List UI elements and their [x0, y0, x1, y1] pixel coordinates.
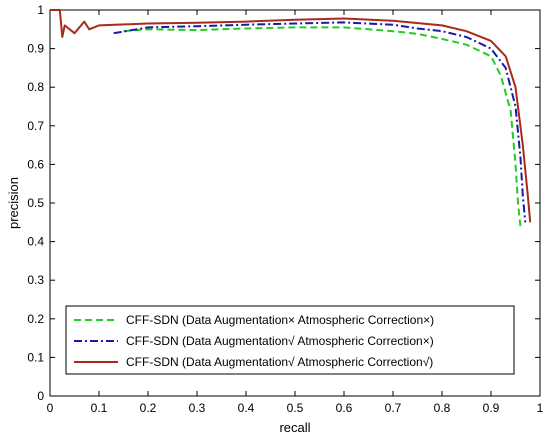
y-tick-label: 0.2 [27, 312, 44, 326]
x-tick-label: 0 [47, 401, 54, 415]
x-tick-label: 1 [537, 401, 544, 415]
y-tick-label: 0.5 [27, 196, 44, 210]
legend-entry-3: CFF-SDN (Data Augmentation√ Atmospheric … [126, 355, 433, 369]
y-tick-label: 0.7 [27, 119, 44, 133]
y-tick-label: 0.4 [27, 235, 44, 249]
x-tick-label: 0.6 [336, 401, 353, 415]
legend-box [65, 305, 515, 375]
y-tick-label: 0 [37, 389, 44, 403]
y-tick-label: 0.1 [27, 350, 44, 364]
y-tick-label: 0.9 [27, 42, 44, 56]
x-tick-label: 0.4 [238, 401, 255, 415]
legend-entry-2: CFF-SDN (Data Augmentation√ Atmospheric … [126, 334, 434, 348]
legend-entry-1: CFF-SDN (Data Augmentation× Atmospheric … [126, 313, 434, 327]
x-axis-label: recall [279, 420, 310, 435]
x-tick-label: 0.3 [189, 401, 206, 415]
series-line-3 [50, 9, 532, 223]
x-tick-label: 0.2 [140, 401, 157, 415]
y-tick-label: 1 [37, 3, 44, 17]
x-tick-label: 0.7 [385, 401, 402, 415]
x-tick-label: 0.1 [91, 401, 108, 415]
x-tick-label: 0.5 [287, 401, 304, 415]
series-line-2 [113, 21, 527, 223]
x-tick-label: 0.8 [434, 401, 451, 415]
x-tick-label: 0.9 [483, 401, 500, 415]
y-axis-label: precision [6, 177, 21, 229]
y-tick-label: 0.8 [27, 80, 44, 94]
series-line-1 [123, 26, 522, 227]
y-tick-label: 0.3 [27, 273, 44, 287]
y-tick-label: 0.6 [27, 157, 44, 171]
